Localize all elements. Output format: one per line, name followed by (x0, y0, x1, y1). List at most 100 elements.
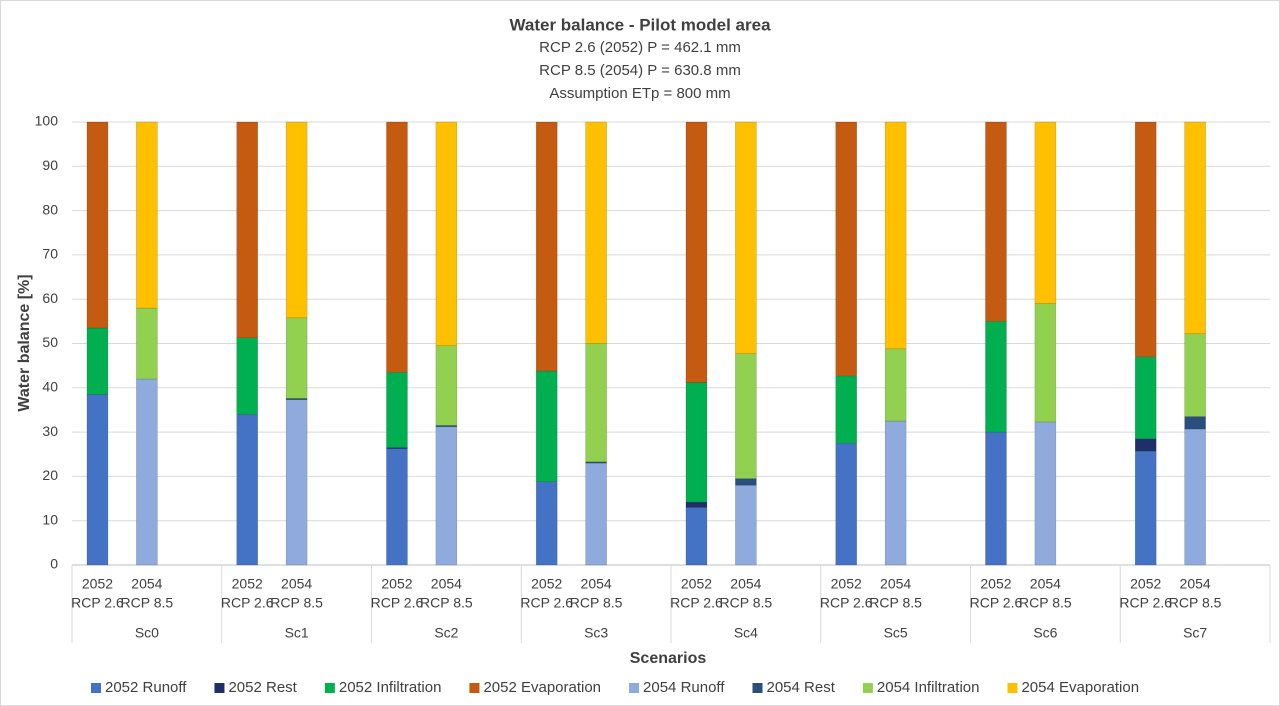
group-label: Sc2 (434, 625, 458, 641)
bar-segment (1034, 121, 1057, 304)
x-tick-label: RCP 8.5 (1169, 595, 1222, 611)
legend-swatch (629, 683, 640, 693)
bar-segment (1134, 121, 1157, 358)
legend-label: 2054 Evaporation (1021, 679, 1139, 696)
y-axis-title: Water balance [%] (16, 274, 33, 411)
legend-label: 2054 Runoff (643, 679, 725, 696)
bar-segment (735, 485, 757, 566)
legend-swatch (91, 683, 101, 693)
y-tick-label: 70 (42, 246, 58, 262)
x-tick-label: 2052 (980, 576, 1011, 592)
bar-segment (86, 394, 109, 566)
bar-segment (535, 370, 558, 482)
x-tick-label: RCP 8.5 (121, 595, 174, 611)
legend-swatch (469, 683, 480, 693)
bar-segment (1184, 428, 1206, 566)
group-label: Sc3 (584, 625, 608, 641)
bar-segment (884, 420, 907, 566)
bar-segment (685, 507, 708, 566)
x-tick-label: RCP 8.5 (1019, 595, 1072, 611)
x-tick-label: 2052 (831, 576, 862, 592)
x-tick-label: RCP 8.5 (869, 595, 922, 611)
x-tick-label: RCP 2.6 (820, 595, 873, 611)
x-tick-label: RCP 2.6 (71, 595, 124, 611)
x-tick-label: RCP 2.6 (1119, 595, 1172, 611)
bar-segment (1034, 303, 1057, 423)
y-tick-label: 10 (42, 511, 58, 527)
bar-segment (236, 414, 258, 566)
x-tick-label: 2052 (531, 576, 562, 592)
x-tick-label: RCP 2.6 (520, 595, 573, 611)
y-tick-label: 80 (42, 201, 58, 217)
legend-label: 2054 Infiltration (877, 679, 980, 696)
bar-segment (236, 337, 258, 415)
x-tick-label: 2054 (1030, 576, 1061, 592)
chart-subtitle: Assumption ETp = 800 mm (549, 85, 730, 102)
bar-segment (1134, 450, 1157, 566)
bar-segment (535, 481, 558, 566)
legend-swatch (862, 683, 873, 693)
bar-segment (585, 121, 607, 344)
y-tick-label: 100 (35, 113, 59, 129)
x-tick-label: RCP 2.6 (371, 595, 424, 611)
chart-subtitle: RCP 2.6 (2052) P = 462.1 mm (539, 39, 741, 56)
y-tick-label: 90 (42, 157, 58, 173)
x-tick-label: 2054 (131, 576, 162, 592)
bar-segment (285, 317, 308, 399)
group-label: Sc7 (1183, 625, 1207, 641)
x-tick-label: 2052 (232, 576, 263, 592)
bar-segment (535, 121, 558, 372)
bar-segment (285, 399, 308, 566)
bar-segment (86, 121, 109, 329)
group-label: Sc5 (884, 625, 908, 641)
x-tick-label: RCP 2.6 (970, 595, 1023, 611)
bar-segment (86, 327, 109, 395)
x-tick-label: 2054 (730, 576, 761, 592)
legend-swatch (324, 683, 335, 693)
bar-segment (835, 442, 857, 566)
legend-label: 2052 Rest (228, 679, 297, 696)
y-tick-label: 50 (42, 334, 58, 350)
x-tick-label: 2054 (1180, 576, 1211, 592)
bar-segment (985, 121, 1007, 322)
chart-subtitle: RCP 8.5 (2054) P = 630.8 mm (539, 62, 741, 79)
bar-segment (435, 345, 458, 426)
x-tick-label: 2052 (681, 576, 712, 592)
bar-segment (1184, 121, 1206, 335)
y-tick-label: 60 (42, 290, 58, 306)
x-tick-label: 2054 (431, 576, 462, 592)
bar-segment (1134, 438, 1157, 452)
bar-segment (1134, 356, 1157, 439)
legend-swatch (752, 683, 763, 693)
bar-segment (386, 448, 408, 566)
legend-label: 2054 Rest (767, 679, 836, 696)
bar-segment (435, 121, 458, 346)
x-tick-label: 2054 (880, 576, 911, 592)
bar-segment (884, 348, 907, 422)
bar-segment (136, 307, 158, 380)
bar-segment (1184, 416, 1206, 430)
bar-segment (285, 121, 308, 319)
x-tick-label: RCP 8.5 (570, 595, 623, 611)
bar-segment (1034, 421, 1057, 566)
chart-title: Water balance - Pilot model area (509, 15, 771, 34)
x-tick-label: RCP 2.6 (670, 595, 723, 611)
group-label: Sc1 (285, 625, 309, 641)
x-tick-label: RCP 8.5 (270, 595, 323, 611)
legend-swatch (1007, 683, 1018, 693)
bar-segment (735, 121, 757, 354)
bar-segment (585, 343, 607, 463)
bar-segment (985, 431, 1007, 566)
x-tick-label: 2052 (381, 576, 412, 592)
bar-segment (884, 121, 907, 350)
bar-segment (685, 501, 708, 508)
bar-segment (136, 378, 158, 566)
x-tick-label: 2052 (1130, 576, 1161, 592)
legend-label: 2052 Infiltration (339, 679, 442, 696)
legend-label: 2052 Evaporation (483, 679, 601, 696)
bar-segment (985, 321, 1007, 433)
y-tick-label: 0 (50, 556, 58, 572)
bar-segment (1184, 333, 1206, 417)
